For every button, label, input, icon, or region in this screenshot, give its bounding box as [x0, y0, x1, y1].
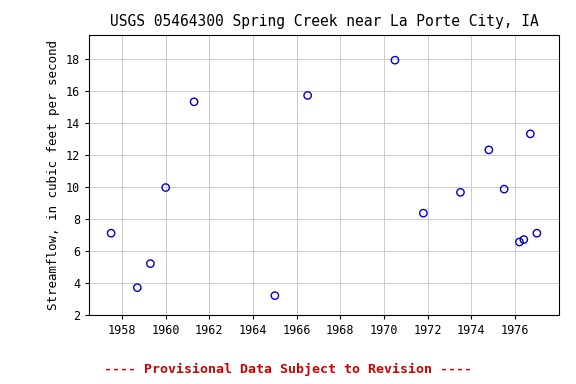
Point — [270, 293, 279, 299]
Point — [303, 93, 312, 99]
Point — [391, 57, 400, 63]
Point — [456, 189, 465, 195]
Title: USGS 05464300 Spring Creek near La Porte City, IA: USGS 05464300 Spring Creek near La Porte… — [109, 14, 539, 29]
Point — [499, 186, 509, 192]
Point — [419, 210, 428, 216]
Point — [532, 230, 541, 236]
Y-axis label: Streamflow, in cubic feet per second: Streamflow, in cubic feet per second — [47, 40, 60, 310]
Text: ---- Provisional Data Subject to Revision ----: ---- Provisional Data Subject to Revisio… — [104, 363, 472, 376]
Point — [146, 261, 155, 267]
Point — [107, 230, 116, 236]
Point — [526, 131, 535, 137]
Point — [515, 239, 524, 245]
Point — [519, 237, 528, 243]
Point — [190, 99, 199, 105]
Point — [161, 184, 170, 190]
Point — [132, 285, 142, 291]
Point — [484, 147, 494, 153]
